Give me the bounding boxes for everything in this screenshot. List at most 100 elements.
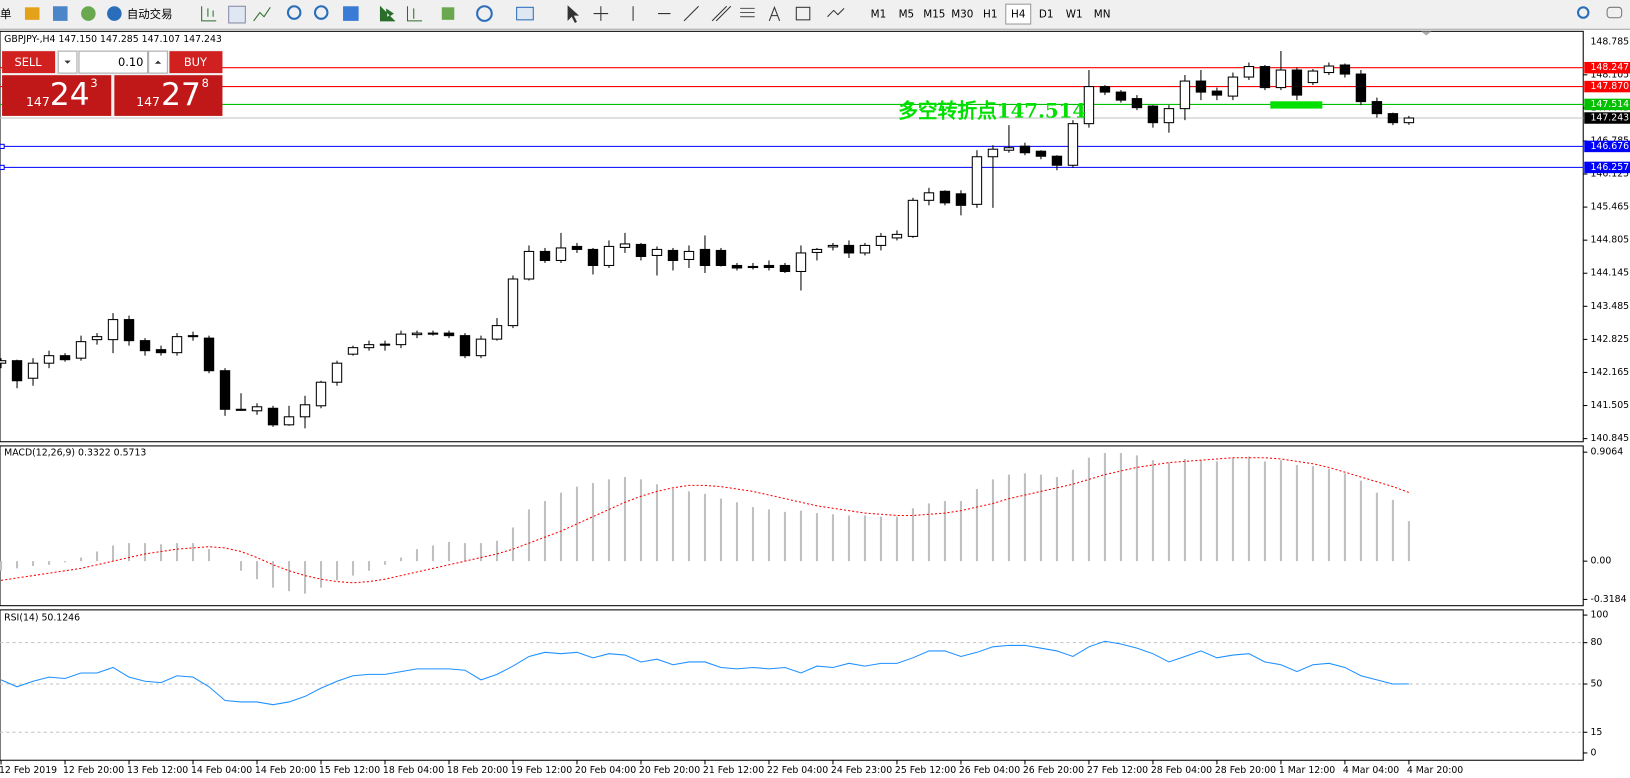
candle-body <box>1179 80 1191 110</box>
price-tag-label: 146.257 <box>1590 162 1629 173</box>
timeframe[interactable]: M1 <box>871 9 887 21</box>
lots-value[interactable]: 0.10 <box>118 55 143 69</box>
bid-box[interactable] <box>2 75 112 116</box>
label-tool[interactable] <box>795 6 811 21</box>
fibo-tool[interactable] <box>740 7 755 18</box>
x-tick-label: 20 Feb 04:00 <box>575 765 636 776</box>
x-tick-label: 25 Feb 12:00 <box>895 765 956 776</box>
candle-body <box>1163 108 1175 124</box>
cursor-tool[interactable] <box>567 5 580 23</box>
candle-body <box>1147 105 1159 124</box>
icon[interactable] <box>379 6 396 22</box>
icon[interactable] <box>441 7 455 20</box>
candle-body <box>539 250 551 261</box>
candle-body <box>139 340 151 352</box>
price-tag-label: 148.247 <box>1590 62 1629 73</box>
x-tick-label: 4 Mar 04:00 <box>1343 765 1399 776</box>
timeframe[interactable]: H1 <box>983 9 997 21</box>
crosshair-tool[interactable] <box>593 6 609 21</box>
lots-input[interactable] <box>78 50 149 74</box>
icon[interactable] <box>253 7 271 22</box>
candle-body <box>955 193 967 206</box>
timeframe[interactable]: W1 <box>1066 9 1083 21</box>
sell-button[interactable] <box>2 51 56 74</box>
x-tick-label: 26 Feb 04:00 <box>959 765 1020 776</box>
buy-label[interactable]: BUY <box>184 55 208 69</box>
timeframe[interactable]: M5 <box>899 9 915 21</box>
zoom-in[interactable] <box>286 5 302 20</box>
timeframe[interactable]: D1 <box>1039 9 1054 21</box>
candle-body <box>1323 65 1335 74</box>
candle-body <box>251 406 263 412</box>
candle-body <box>1019 145 1031 154</box>
timeframe-active[interactable] <box>1005 3 1032 25</box>
search[interactable] <box>1576 6 1590 19</box>
candle-body <box>1275 69 1287 89</box>
candle-body <box>555 247 567 261</box>
candle-body <box>1387 113 1399 124</box>
x-tick-label: 14 Feb 20:00 <box>255 765 316 776</box>
candle-body <box>603 245 615 266</box>
line-handle <box>0 164 5 171</box>
timeframe[interactable]: H4 <box>1011 9 1026 21</box>
icon[interactable] <box>24 7 40 20</box>
icon[interactable] <box>228 5 246 24</box>
candle-body <box>1115 91 1127 101</box>
channel-tool[interactable] <box>711 5 732 22</box>
candle-body <box>219 370 231 410</box>
arrow-tool[interactable] <box>827 7 845 18</box>
candle-body <box>443 332 455 337</box>
candle-body <box>299 404 311 418</box>
candle-body <box>1291 69 1303 96</box>
price-tag <box>1584 112 1630 124</box>
line-tools[interactable] <box>632 5 699 22</box>
candle-body <box>475 338 487 357</box>
auto-trade-icon[interactable] <box>107 6 122 21</box>
y-tick-label: 144.805 <box>1590 235 1629 246</box>
y-tick-label: 146.125 <box>1590 169 1629 180</box>
timeframe[interactable]: MN <box>1094 9 1111 21</box>
price-tag <box>1584 80 1630 93</box>
price-tag <box>1584 61 1630 74</box>
candle-body <box>187 335 199 338</box>
icon[interactable] <box>516 6 534 21</box>
x-tick-label: 12 Feb 2019 <box>0 765 57 776</box>
icon[interactable] <box>476 5 493 22</box>
line-handle <box>0 143 5 150</box>
timeframe[interactable]: M30 <box>951 9 973 21</box>
candle-body <box>971 156 983 205</box>
rsi-line <box>0 640 1409 706</box>
sell-label[interactable]: SELL <box>14 55 42 69</box>
candle-body <box>267 407 279 426</box>
candle-body <box>75 341 87 359</box>
ask-box[interactable] <box>114 75 223 116</box>
icon[interactable] <box>81 6 96 21</box>
auto-trade[interactable]: 自动交易 <box>127 7 173 21</box>
x-tick-label: 12 Feb 20:00 <box>63 765 124 776</box>
icon[interactable] <box>406 6 423 22</box>
buy-button[interactable] <box>169 51 223 74</box>
candle-body <box>747 265 759 269</box>
menu-label[interactable]: 单 <box>0 7 11 21</box>
timeframe[interactable]: M15 <box>923 9 945 21</box>
text-tool[interactable] <box>768 5 781 22</box>
candle-body <box>27 362 39 379</box>
candle-body <box>123 319 135 342</box>
candle-body <box>331 362 343 383</box>
candle-body <box>683 250 695 260</box>
chat[interactable] <box>1606 6 1623 19</box>
candle-body <box>619 243 631 248</box>
candle-body <box>523 250 535 280</box>
icon[interactable] <box>201 6 217 22</box>
icon[interactable] <box>53 6 68 21</box>
candle-body <box>347 347 359 355</box>
x-tick-label: 14 Feb 04:00 <box>191 765 252 776</box>
x-tick-label: 18 Feb 20:00 <box>447 765 508 776</box>
candle-body <box>1035 150 1047 157</box>
x-tick-label: 26 Feb 20:00 <box>1023 765 1084 776</box>
drawn-marker <box>1270 101 1323 109</box>
candle-body <box>651 248 663 256</box>
candle-body <box>907 199 919 237</box>
icon[interactable] <box>343 6 359 21</box>
zoom-out[interactable] <box>313 5 329 20</box>
